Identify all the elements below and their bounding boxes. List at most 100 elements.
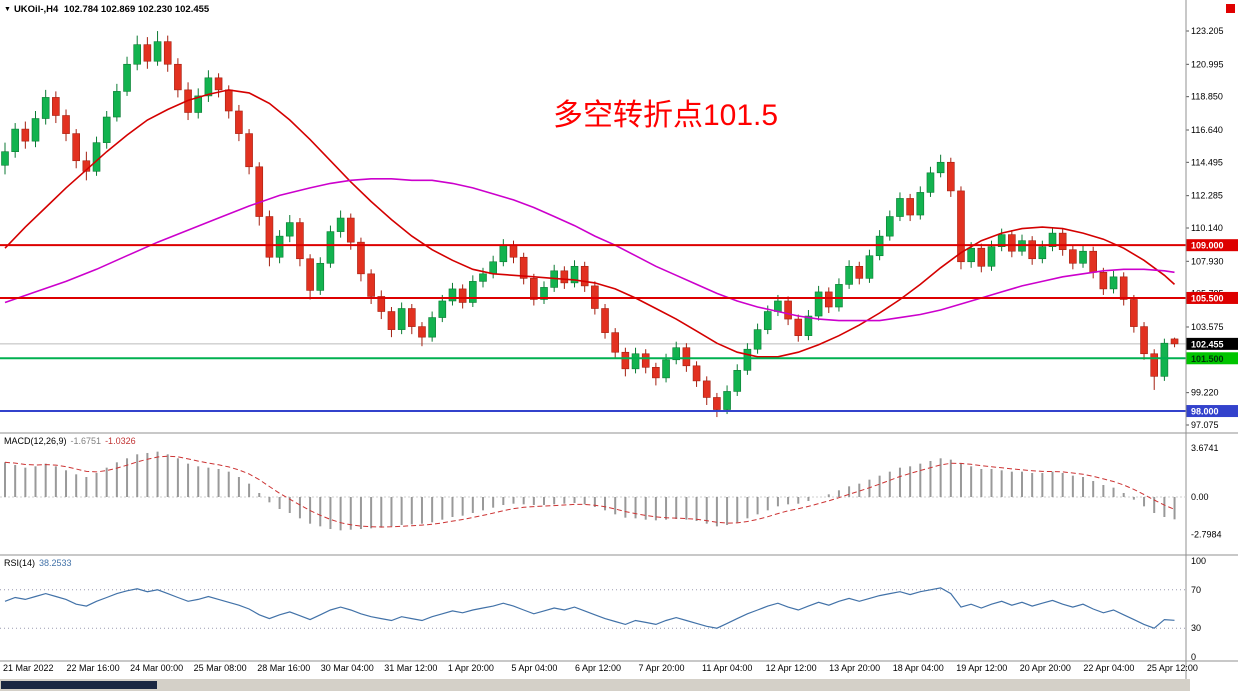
bear-candle — [214, 77, 223, 91]
bear-candle — [1170, 338, 1179, 345]
chart-collapse-icon[interactable]: ▼ — [4, 6, 11, 13]
time-axis-label: 6 Apr 12:00 — [575, 663, 621, 673]
bear-candle — [824, 291, 833, 308]
bull-candle — [31, 118, 40, 142]
price-badge[interactable] — [1186, 352, 1238, 365]
price-badge[interactable] — [1186, 291, 1238, 304]
macd-signal-value: -1.0326 — [105, 436, 136, 446]
price-badge-label: 102.455 — [1191, 339, 1224, 349]
scrollbar-thumb[interactable] — [1, 681, 157, 689]
price-tick-label: 120.995 — [1191, 59, 1224, 69]
price-tick-label: 116.640 — [1191, 125, 1223, 135]
rsi-tick-label: 0 — [1191, 652, 1196, 662]
bull-candle — [326, 231, 335, 264]
rsi-indicator-header: RSI(14) 38.2533 — [4, 558, 76, 568]
bear-candle — [174, 63, 182, 91]
chart-title: ▼ UKOil-,H4 102.784 102.869 102.230 102.4… — [4, 4, 212, 15]
bull-candle — [845, 265, 853, 285]
bear-candle — [794, 318, 803, 336]
bear-candle — [692, 365, 701, 382]
bull-candle — [1, 151, 9, 166]
time-axis-label: 19 Apr 12:00 — [956, 663, 1007, 673]
chart-text-annotation[interactable]: 多空转折点101.5 — [553, 99, 779, 132]
price-badge[interactable] — [1186, 337, 1238, 350]
macd-tick-label: 0.00 — [1191, 492, 1209, 502]
bear-candle — [784, 300, 792, 320]
chart-ohlc-values: 102.784 102.869 102.230 102.455 — [63, 4, 210, 15]
time-axis-label: 24 Mar 00:00 — [130, 663, 183, 673]
time-axis-label: 21 Mar 2022 — [3, 663, 54, 673]
bear-candle — [306, 258, 314, 291]
price-tick-label: 118.850 — [1191, 92, 1223, 102]
bull-candle — [733, 370, 742, 392]
bear-candle — [52, 97, 60, 116]
bear-candle — [224, 89, 233, 112]
time-axis-label: 22 Apr 04:00 — [1083, 663, 1134, 673]
macd-indicator-header: MACD(12,26,9) -1.6751 -1.0326 — [4, 436, 140, 446]
bull-candle — [397, 308, 406, 330]
bull-candle — [936, 161, 945, 174]
bear-candle — [1089, 250, 1097, 273]
chart-symbol-timeframe: UKOil-,H4 — [13, 4, 59, 15]
time-axis-label: 31 Mar 12:00 — [384, 663, 437, 673]
rsi-tick-label: 30 — [1191, 623, 1201, 633]
bull-candle — [41, 97, 50, 119]
horizontal-scrollbar[interactable] — [0, 679, 1190, 691]
bull-candle — [92, 142, 101, 172]
bear-candle — [652, 367, 660, 379]
bear-candle — [296, 222, 304, 260]
bear-candle — [1140, 326, 1148, 355]
price-tick-label: 97.075 — [1191, 420, 1219, 430]
bull-candle — [285, 222, 294, 237]
bull-candle — [448, 288, 457, 302]
bull-candle — [428, 317, 436, 338]
bull-candle — [631, 353, 640, 370]
bull-candle — [153, 41, 162, 62]
price-tick-label: 103.575 — [1191, 322, 1224, 332]
bull-candle — [997, 234, 1006, 247]
price-badge[interactable] — [1186, 239, 1238, 252]
bull-candle — [133, 44, 142, 65]
bear-candle — [957, 190, 965, 263]
rsi-label: RSI(14) — [4, 558, 36, 568]
bear-candle — [418, 326, 426, 338]
time-axis-label: 22 Mar 16:00 — [67, 663, 120, 673]
bear-candle — [519, 256, 528, 279]
bear-candle — [1119, 276, 1128, 300]
bear-candle — [72, 133, 80, 162]
bull-candle — [194, 95, 203, 113]
bull-candle — [1048, 232, 1057, 247]
bull-candle — [662, 359, 670, 379]
bear-candle — [1099, 272, 1108, 290]
time-axis-label: 30 Mar 04:00 — [321, 663, 374, 673]
time-axis-label: 18 Apr 04:00 — [893, 663, 944, 673]
bull-candle — [570, 265, 579, 284]
time-axis-label: 12 Apr 12:00 — [766, 663, 817, 673]
time-axis-label: 11 Apr 04:00 — [702, 663, 752, 673]
time-axis-label: 25 Mar 08:00 — [194, 663, 247, 673]
bear-candle — [509, 244, 518, 258]
bear-candle — [357, 241, 365, 275]
time-axis-label: 7 Apr 20:00 — [639, 663, 685, 673]
rsi-line — [4, 587, 1175, 629]
macd-signal-line — [4, 455, 1175, 528]
bull-candle — [753, 329, 762, 350]
price-tick-label: 114.495 — [1191, 157, 1223, 167]
price-badge[interactable] — [1186, 405, 1238, 418]
bear-candle — [143, 44, 152, 62]
price-badge-label: 98.000 — [1191, 407, 1219, 417]
ma-slow-line — [4, 178, 1175, 322]
bull-candle — [489, 261, 497, 275]
bear-candle — [377, 296, 386, 312]
bear-candle — [906, 198, 914, 216]
bull-candle — [540, 287, 548, 300]
bear-candle — [855, 265, 864, 279]
bear-candle — [713, 397, 721, 410]
bear-candle — [255, 166, 264, 217]
bull-candle — [743, 348, 752, 371]
bull-candle — [885, 216, 894, 237]
bull-candle — [865, 255, 874, 279]
bull-candle — [11, 128, 19, 152]
